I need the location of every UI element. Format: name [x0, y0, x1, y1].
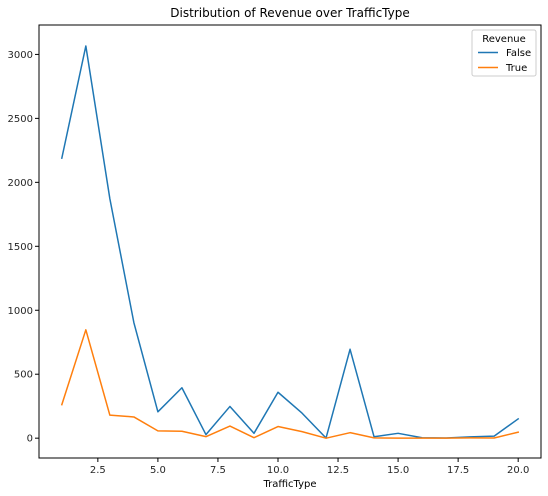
- y-tick-label: 2500: [8, 114, 33, 125]
- legend-title: Revenue: [482, 34, 526, 45]
- x-tick-label: 10.0: [267, 465, 289, 476]
- x-tick-label: 15.0: [387, 465, 409, 476]
- y-tick-label: 1000: [8, 306, 33, 317]
- x-tick-label: 20.0: [507, 465, 529, 476]
- x-tick-label: 7.5: [210, 465, 226, 476]
- chart-title: Distribution of Revenue over TrafficType: [170, 6, 409, 20]
- x-tick-label: 5.0: [150, 465, 166, 476]
- y-tick-label: 3000: [8, 50, 33, 61]
- y-tick-label: 2000: [8, 178, 33, 189]
- x-tick-label: 12.5: [327, 465, 349, 476]
- legend-box: [471, 29, 537, 77]
- series-line-true: [60, 329, 520, 439]
- y-tick-label: 1500: [8, 242, 33, 253]
- x-tick-label: 2.5: [90, 465, 106, 476]
- plot-area: [60, 45, 520, 439]
- legend-label-true: True: [505, 63, 527, 74]
- y-tick-label: 500: [14, 370, 33, 381]
- legend: Revenue False True: [471, 29, 537, 77]
- y-axis: 0 500 1000 1500 2000 2500 3000: [8, 50, 39, 445]
- x-axis: 2.5 5.0 7.5 10.0 12.5 15.0 17.5 20.0: [90, 458, 529, 476]
- x-tick-label: 17.5: [447, 465, 469, 476]
- legend-label-false: False: [506, 48, 531, 59]
- axes-frame: [38, 24, 542, 459]
- y-tick-label: 0: [27, 434, 33, 445]
- x-axis-label: TrafficType: [262, 479, 316, 490]
